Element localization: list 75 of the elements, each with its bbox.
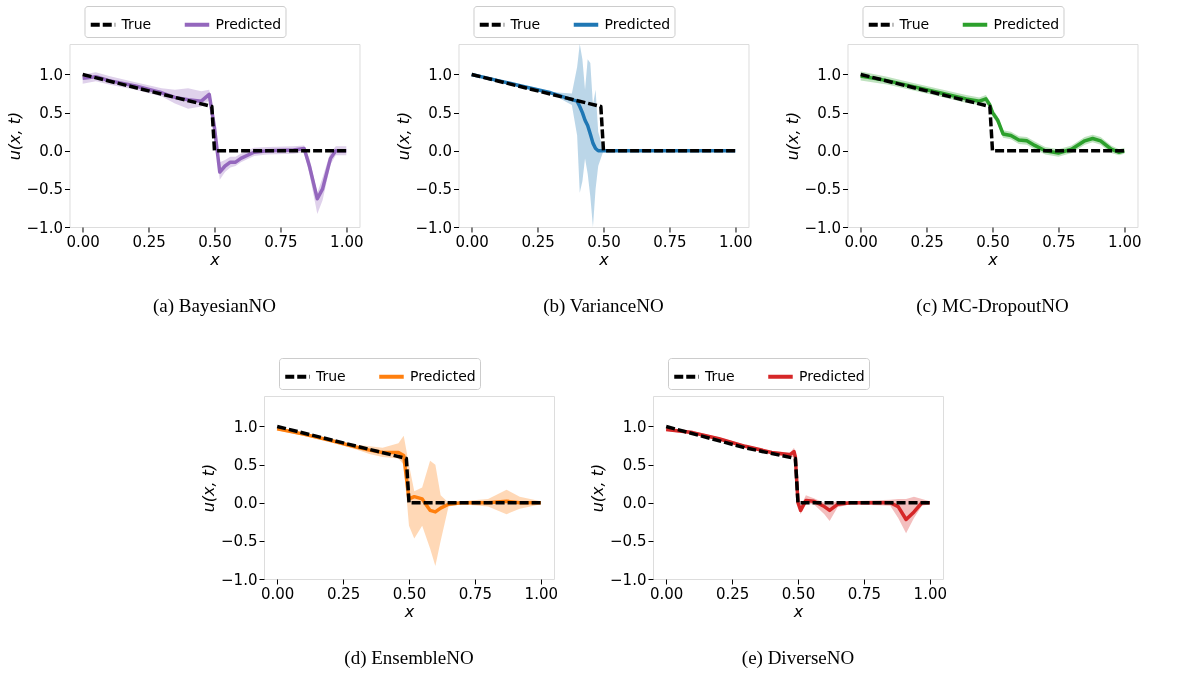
x-tick-label: 0.25 (910, 232, 944, 251)
y-tick-label: −1.0 (415, 218, 452, 237)
y-axis-title: u(x, t) (588, 463, 608, 513)
y-tick-label: 0.0 (817, 142, 841, 161)
x-tick-label: 0.00 (260, 584, 295, 603)
y-axis-title: u(x, t) (782, 111, 802, 161)
legend-label: True (898, 15, 930, 32)
x-tick-label: 1.00 (330, 232, 364, 251)
x-tick-label: 0.25 (132, 232, 166, 251)
x-tick-label: 0.50 (392, 584, 427, 603)
y-tick-label: 1.0 (39, 66, 63, 84)
x-tick-label: 1.00 (719, 232, 753, 251)
x-tick-label: 1.00 (1108, 232, 1142, 251)
legend-label: Predicted (993, 15, 1060, 32)
text: (a) BayesianNO (153, 295, 276, 317)
y-tick-label: −0.5 (610, 532, 647, 551)
y-tick-label: −0.5 (804, 180, 841, 199)
legend-label: Predicted (215, 15, 282, 32)
y-tick-label: 0.0 (233, 494, 258, 513)
x-tick-label: 0.25 (326, 584, 361, 603)
legend-label: Predicted (798, 367, 865, 384)
x-tick-label: 0.25 (715, 584, 750, 603)
y-tick-label: 1.0 (622, 418, 647, 436)
y-tick-label: 1.0 (817, 66, 841, 84)
y-tick-label: −0.5 (221, 532, 258, 551)
x-axis-title: x (987, 249, 999, 269)
y-tick-label: −1.0 (26, 218, 63, 237)
y-tick-label: 0.0 (622, 494, 647, 513)
x-tick-label: 0.50 (976, 232, 1010, 251)
text: (d) EnsembleNO (344, 647, 474, 669)
y-axis-title: u(x, t) (4, 111, 24, 161)
x-tick-label: 1.00 (913, 584, 948, 603)
x-tick-label: 1.00 (524, 584, 559, 603)
y-tick-label: 0.5 (428, 104, 452, 123)
text: (b) VarianceNO (543, 295, 664, 317)
x-tick-label: 0.75 (264, 232, 298, 251)
y-tick-label: 0.5 (233, 456, 258, 475)
x-tick-label: 0.50 (781, 584, 816, 603)
x-tick-label: 0.00 (66, 232, 100, 251)
y-tick-label: 1.0 (428, 66, 452, 84)
y-tick-label: 0.5 (39, 104, 63, 123)
y-tick-label: −1.0 (221, 570, 258, 589)
legend-label: True (509, 15, 541, 32)
x-tick-label: 0.75 (653, 232, 687, 251)
x-tick-label: 0.75 (458, 584, 493, 603)
x-tick-label: 0.00 (844, 232, 878, 251)
legend-label: True (314, 367, 346, 384)
y-axis-title: u(x, t) (393, 111, 413, 161)
y-tick-label: 0.0 (39, 142, 63, 161)
x-axis-title: x (209, 249, 221, 269)
y-tick-label: 0.0 (428, 142, 452, 161)
y-tick-label: 1.0 (233, 418, 258, 436)
x-axis-title: x (598, 249, 610, 269)
x-tick-label: 0.25 (521, 232, 555, 251)
y-axis-title: u(x, t) (199, 463, 219, 513)
legend-label: Predicted (604, 15, 671, 32)
legend-label: True (120, 15, 152, 32)
y-tick-label: −0.5 (26, 180, 63, 199)
x-axis-title: x (792, 601, 804, 621)
y-tick-label: −1.0 (804, 218, 841, 237)
x-tick-label: 0.50 (587, 232, 621, 251)
x-tick-label: 0.00 (455, 232, 489, 251)
x-tick-label: 0.00 (649, 584, 684, 603)
y-tick-label: −0.5 (415, 180, 452, 199)
x-tick-label: 0.75 (847, 584, 882, 603)
x-tick-label: 0.50 (198, 232, 232, 251)
y-tick-label: 0.5 (622, 456, 647, 475)
legend-label: Predicted (409, 367, 476, 384)
text: (e) DiverseNO (741, 647, 855, 669)
x-tick-label: 0.75 (1042, 232, 1076, 251)
text: (c) MC-DropoutNO (916, 295, 1069, 317)
legend-label: True (703, 367, 735, 384)
y-tick-label: −1.0 (610, 570, 647, 589)
y-tick-label: 0.5 (817, 104, 841, 123)
x-axis-title: x (403, 601, 415, 621)
